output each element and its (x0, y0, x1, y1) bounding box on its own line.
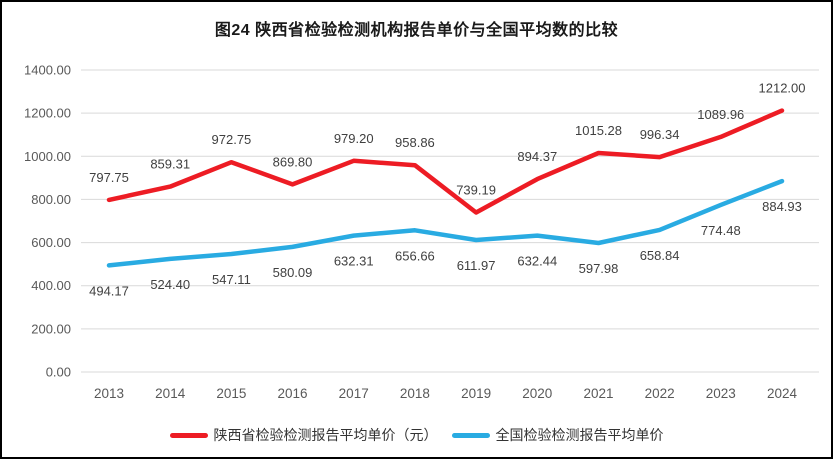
data-label: 1212.00 (759, 81, 806, 96)
chart-legend: 陕西省检验检测报告平均单价（元） 全国检验检测报告平均单价 (2, 425, 831, 445)
x-axis-tick-label: 2021 (583, 386, 613, 401)
data-label: 979.20 (334, 131, 374, 146)
data-label: 774.48 (701, 223, 741, 238)
data-label: 580.09 (273, 265, 313, 280)
chart-title: 图24 陕西省检验检测机构报告单价与全国平均数的比较 (214, 22, 619, 39)
series-line-0 (106, 108, 785, 215)
legend-label-national: 全国检验检测报告平均单价 (495, 427, 664, 443)
x-axis-tick-label: 2020 (522, 386, 552, 401)
y-axis-tick-label: 1200.00 (24, 106, 71, 121)
legend-item-national: 全国检验检测报告平均单价 (451, 425, 664, 445)
legend-label-shaanxi: 陕西省检验检测报告平均单价（元） (213, 427, 438, 443)
legend-swatch-blue-line (451, 432, 490, 438)
y-axis-tick-label: 600.00 (31, 235, 71, 250)
x-axis-tick-label: 2024 (767, 386, 798, 401)
data-label: 869.80 (273, 154, 313, 169)
data-label: 894.37 (517, 149, 557, 164)
data-label: 524.40 (150, 277, 190, 292)
x-axis-tick-label: 2023 (706, 386, 736, 401)
data-label: 972.75 (212, 132, 252, 147)
data-label: 611.97 (457, 258, 496, 273)
x-axis-tick-label: 2013 (94, 386, 124, 401)
y-axis-tick-label: 800.00 (31, 192, 71, 207)
data-label: 1015.28 (575, 123, 622, 138)
x-axis-tick-label: 2015 (216, 386, 246, 401)
y-axis-tick-label: 0.00 (46, 365, 71, 380)
data-label: 494.17 (89, 283, 129, 298)
data-label: 658.84 (640, 248, 680, 263)
y-axis-tick-label: 1400.00 (24, 63, 71, 78)
x-axis-tick-label: 2016 (277, 386, 307, 401)
data-label: 884.93 (762, 199, 802, 214)
legend-swatch-red-line (169, 432, 208, 438)
y-axis-tick-label: 200.00 (31, 321, 71, 336)
data-label: 739.19 (456, 183, 496, 198)
x-axis-tick-label: 2018 (400, 386, 430, 401)
data-label: 958.86 (395, 135, 435, 150)
data-label: 547.11 (212, 272, 251, 287)
data-label: 1089.96 (697, 107, 744, 122)
y-axis-tick-label: 400.00 (31, 278, 71, 293)
series-line-1 (106, 178, 785, 268)
x-axis-tick-label: 2019 (461, 386, 491, 401)
data-label: 656.66 (395, 248, 435, 263)
x-axis-tick-label: 2017 (339, 386, 369, 401)
data-label: 797.75 (89, 170, 129, 185)
data-label: 632.44 (517, 254, 557, 269)
x-axis-tick-label: 2014 (155, 386, 186, 401)
data-label: 597.98 (579, 261, 619, 276)
data-label: 996.34 (640, 127, 680, 142)
legend-item-shaanxi: 陕西省检验检测报告平均单价（元） (169, 425, 438, 445)
x-axis-tick-label: 2022 (645, 386, 675, 401)
y-axis-tick-label: 1000.00 (24, 149, 71, 164)
data-label: 859.31 (150, 157, 190, 172)
data-label: 632.31 (334, 254, 374, 269)
